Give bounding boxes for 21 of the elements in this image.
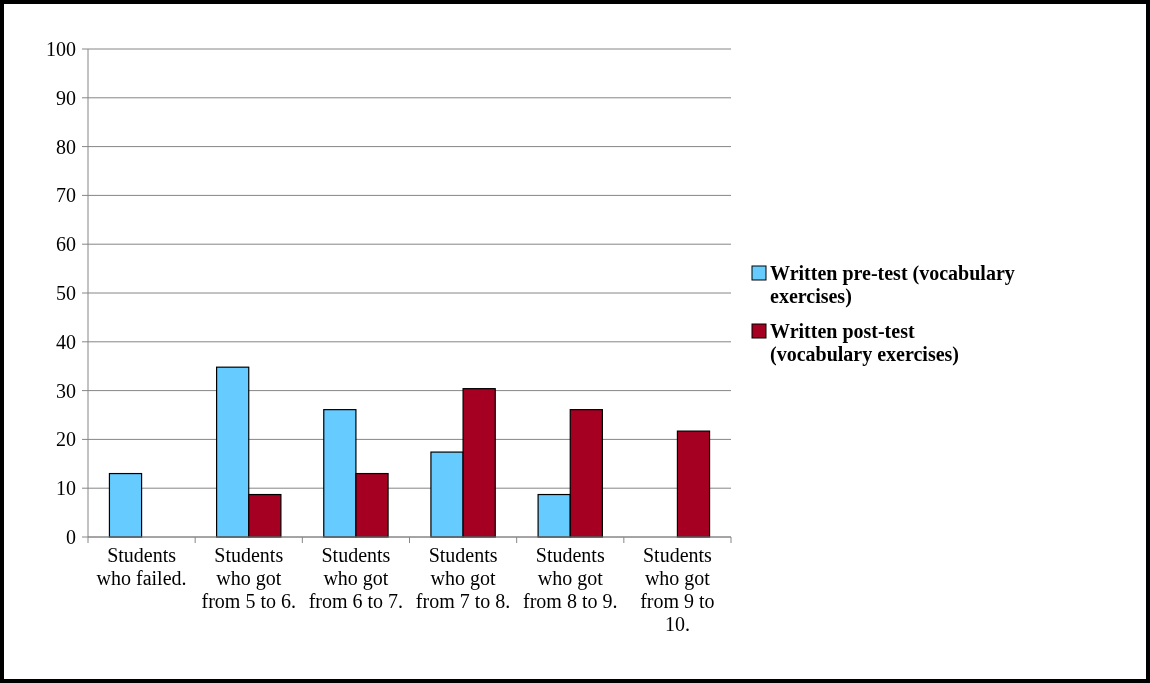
y-tick-label: 50 (56, 282, 76, 304)
x-tick-label: Students who got from 9 to 10. (640, 544, 715, 635)
legend-label: Written post-test (vocabulary exercises) (770, 320, 960, 366)
y-tick-label: 100 (46, 38, 76, 60)
y-tick-label: 60 (56, 233, 76, 256)
y-tick-label: 30 (56, 379, 76, 402)
y-tick-label: 20 (56, 428, 76, 451)
x-tick-label: Students who failed. (96, 544, 187, 589)
y-tick-label: 70 (56, 184, 76, 207)
legend-label: Written pre-test (vocabulary exercises) (770, 262, 1015, 308)
x-tick-label: Students who got from 7 to 8. (415, 544, 511, 612)
y-tick-label: 40 (56, 330, 76, 353)
y-tick-label: 90 (56, 86, 76, 109)
y-tick-label: 80 (56, 135, 76, 158)
x-tick-label: Students who got from 6 to 7. (308, 544, 404, 612)
x-tick-label: Students who got from 5 to 6. (201, 544, 296, 612)
bar (676, 430, 711, 538)
y-tick-label: 0 (66, 526, 76, 548)
bar (108, 472, 143, 538)
y-tick-label: 10 (56, 477, 76, 500)
x-tick-label: Students who got from 8 to 9. (523, 544, 618, 612)
